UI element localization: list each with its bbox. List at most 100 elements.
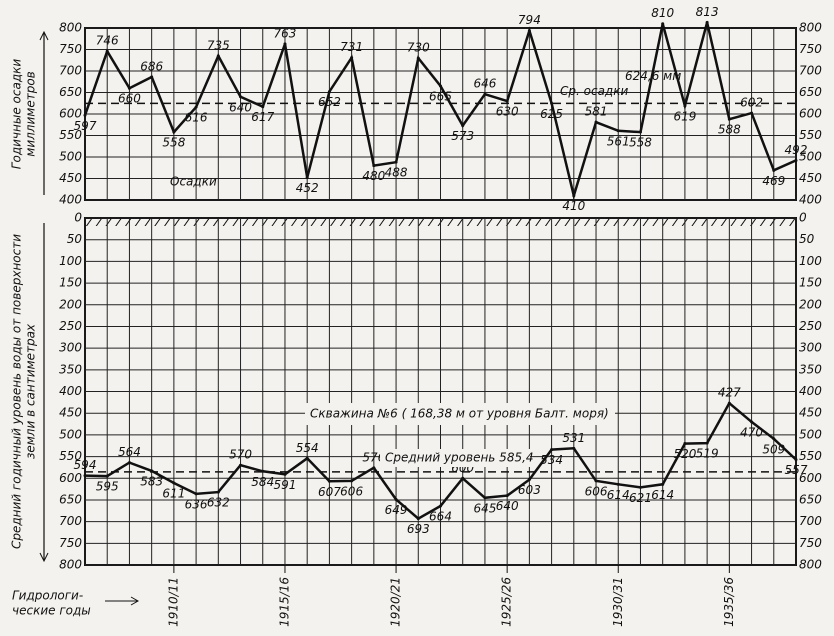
x-tick-label: 1915/16 — [277, 577, 291, 627]
value-label: 665 — [429, 90, 452, 104]
value-label: 519 — [696, 447, 719, 461]
data-point — [350, 479, 354, 483]
data-point — [683, 442, 687, 446]
y-tick-label: 300 — [59, 341, 82, 355]
y-tick-label: 650 — [59, 85, 82, 99]
value-label: 576 — [362, 450, 385, 464]
data-point — [83, 113, 87, 117]
value-label: 584 — [251, 475, 274, 489]
data-point — [194, 492, 198, 496]
data-point — [172, 481, 176, 485]
y-tick-label: 400 — [59, 384, 82, 398]
mean-label-box — [380, 449, 530, 467]
data-point — [661, 22, 665, 26]
value-label: 557 — [785, 463, 808, 477]
data-point — [750, 111, 754, 115]
value-label: 597 — [74, 119, 97, 133]
data-point — [616, 482, 620, 486]
y-tick-label-right: 200 — [799, 297, 822, 311]
value-label: 581 — [585, 105, 608, 119]
value-label: 573 — [451, 129, 474, 143]
data-point — [705, 20, 709, 24]
y-axis-label: миллиметров — [24, 71, 38, 156]
x-tick-label: 1930/31 — [611, 577, 625, 627]
data-point — [350, 56, 354, 60]
data-point — [327, 90, 331, 94]
y-tick-label: 50 — [67, 232, 83, 246]
value-label: 625 — [540, 107, 563, 121]
y-tick-label-right: 400 — [799, 384, 822, 398]
data-point — [283, 42, 287, 46]
y-tick-label: 700 — [59, 514, 82, 528]
data-point — [372, 466, 376, 470]
y-tick-label: 350 — [59, 362, 82, 376]
y-tick-label-right: 650 — [799, 85, 822, 99]
value-label: 660 — [118, 92, 141, 106]
value-label: 645 — [473, 501, 496, 515]
data-point — [305, 456, 309, 460]
x-axis-label: Гидрологи- — [12, 589, 83, 603]
y-tick-label: 150 — [59, 276, 82, 290]
data-point — [127, 86, 131, 90]
y-tick-label-right: 0 — [799, 211, 807, 225]
value-label: 488 — [385, 166, 408, 180]
mean-label: 624,6 мм — [625, 69, 681, 83]
value-label: 619 — [673, 109, 696, 123]
data-point — [638, 485, 642, 489]
data-point — [461, 476, 465, 480]
y-tick-label: 750 — [59, 536, 82, 550]
y-axis-arrowhead — [39, 30, 49, 41]
value-label: 614 — [651, 488, 674, 502]
y-tick-label: 550 — [59, 449, 82, 463]
value-label: 564 — [118, 445, 141, 459]
data-point — [550, 101, 554, 105]
data-point — [416, 56, 420, 60]
data-point — [150, 469, 154, 473]
data-point — [772, 437, 776, 441]
y-tick-label-right: 800 — [799, 21, 822, 35]
y-tick-label-right: 450 — [799, 171, 822, 185]
value-label: 616 — [185, 111, 208, 125]
data-point — [461, 124, 465, 128]
y-tick-label: 500 — [59, 150, 82, 164]
y-tick-label: 750 — [59, 42, 82, 56]
data-point — [683, 104, 687, 108]
value-label: 636 — [185, 497, 208, 511]
y-tick-label: 550 — [59, 128, 82, 142]
data-point — [283, 472, 287, 476]
value-label: 686 — [140, 60, 163, 74]
x-axis-label: ческие годы — [12, 604, 91, 618]
data-point — [394, 498, 398, 502]
y-tick-label-right: 600 — [799, 471, 822, 485]
data-point — [239, 95, 243, 99]
data-point — [439, 504, 442, 508]
value-label: 591 — [274, 478, 297, 492]
value-label: 640 — [229, 100, 252, 114]
value-label: 632 — [207, 496, 230, 510]
data-point — [150, 75, 154, 79]
value-label: 810 — [651, 6, 674, 20]
value-label: 735 — [207, 38, 230, 52]
value-label: 588 — [718, 123, 741, 137]
value-label: 611 — [162, 487, 185, 501]
value-label: 534 — [540, 453, 563, 467]
y-tick-label-right: 350 — [799, 362, 822, 376]
data-point — [105, 474, 109, 478]
x-axis-arrow — [105, 596, 140, 606]
value-label: 640 — [496, 499, 519, 513]
y-tick-label-right: 550 — [799, 449, 822, 463]
value-label: 469 — [762, 174, 785, 188]
y-tick-label-right: 750 — [799, 42, 822, 56]
y-tick-label-right: 450 — [799, 406, 822, 420]
data-point — [594, 479, 598, 483]
value-label: 730 — [407, 41, 430, 55]
data-point — [705, 441, 709, 445]
data-point — [727, 401, 731, 405]
data-point — [439, 84, 442, 88]
data-point — [372, 164, 376, 168]
y-tick-label-right: 300 — [799, 341, 822, 355]
value-label: 554 — [296, 441, 319, 455]
data-point — [261, 105, 265, 109]
data-point — [483, 92, 487, 96]
